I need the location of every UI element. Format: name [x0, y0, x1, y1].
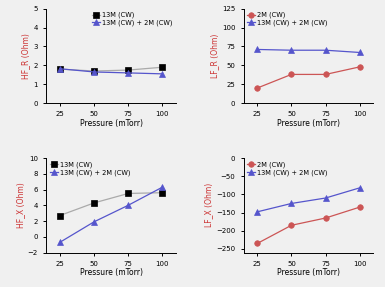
2M (CW) [289, 73, 294, 76]
2M (CW) [255, 86, 259, 90]
13M (CW) + 2M (CW) [289, 202, 294, 205]
X-axis label: Pressure (mTorr): Pressure (mTorr) [277, 268, 340, 277]
13M (CW) [126, 68, 131, 72]
Y-axis label: LF_R (Ohm): LF_R (Ohm) [210, 34, 219, 78]
Line: 2M (CW): 2M (CW) [254, 204, 363, 246]
13M (CW) + 2M (CW) [255, 48, 259, 51]
Line: 13M (CW): 13M (CW) [57, 65, 165, 74]
13M (CW) + 2M (CW) [255, 210, 259, 214]
13M (CW) + 2M (CW) [126, 71, 131, 75]
Line: 13M (CW) + 2M (CW): 13M (CW) + 2M (CW) [254, 47, 363, 55]
13M (CW) + 2M (CW) [58, 67, 62, 71]
13M (CW) + 2M (CW) [357, 51, 362, 54]
13M (CW) [92, 201, 96, 205]
Line: 2M (CW): 2M (CW) [254, 64, 363, 91]
13M (CW) + 2M (CW) [323, 196, 328, 200]
13M (CW) + 2M (CW) [357, 186, 362, 189]
2M (CW) [357, 65, 362, 69]
13M (CW) + 2M (CW) [92, 70, 96, 74]
2M (CW) [255, 242, 259, 245]
13M (CW) + 2M (CW) [323, 49, 328, 52]
Legend: 2M (CW), 13M (CW) + 2M (CW): 2M (CW), 13M (CW) + 2M (CW) [246, 11, 329, 28]
X-axis label: Pressure (mTorr): Pressure (mTorr) [80, 268, 142, 277]
Line: 13M (CW): 13M (CW) [57, 190, 165, 218]
X-axis label: Pressure (mTorr): Pressure (mTorr) [80, 119, 142, 128]
13M (CW) + 2M (CW) [289, 49, 294, 52]
Line: 13M (CW) + 2M (CW): 13M (CW) + 2M (CW) [254, 185, 363, 215]
Legend: 2M (CW), 13M (CW) + 2M (CW): 2M (CW), 13M (CW) + 2M (CW) [246, 160, 329, 177]
Y-axis label: HF_X (Ohm): HF_X (Ohm) [16, 183, 25, 228]
Y-axis label: LF_X (Ohm): LF_X (Ohm) [204, 183, 213, 227]
2M (CW) [357, 205, 362, 209]
Line: 13M (CW) + 2M (CW): 13M (CW) + 2M (CW) [57, 184, 165, 245]
13M (CW) + 2M (CW) [126, 203, 131, 207]
2M (CW) [323, 73, 328, 76]
Line: 13M (CW) + 2M (CW): 13M (CW) + 2M (CW) [57, 66, 165, 77]
Y-axis label: HF_R (Ohm): HF_R (Ohm) [22, 33, 30, 79]
Legend: 13M (CW), 13M (CW) + 2M (CW): 13M (CW), 13M (CW) + 2M (CW) [48, 160, 131, 177]
13M (CW) + 2M (CW) [160, 72, 165, 75]
X-axis label: Pressure (mTorr): Pressure (mTorr) [277, 119, 340, 128]
13M (CW) [160, 65, 165, 69]
13M (CW) [92, 69, 96, 73]
13M (CW) [160, 191, 165, 194]
13M (CW) + 2M (CW) [160, 185, 165, 189]
13M (CW) + 2M (CW) [92, 220, 96, 224]
13M (CW) [58, 214, 62, 217]
13M (CW) [126, 192, 131, 195]
2M (CW) [323, 216, 328, 220]
13M (CW) [58, 67, 62, 71]
13M (CW) + 2M (CW) [58, 241, 62, 244]
Legend: 13M (CW), 13M (CW) + 2M (CW): 13M (CW), 13M (CW) + 2M (CW) [91, 11, 174, 28]
2M (CW) [289, 224, 294, 227]
